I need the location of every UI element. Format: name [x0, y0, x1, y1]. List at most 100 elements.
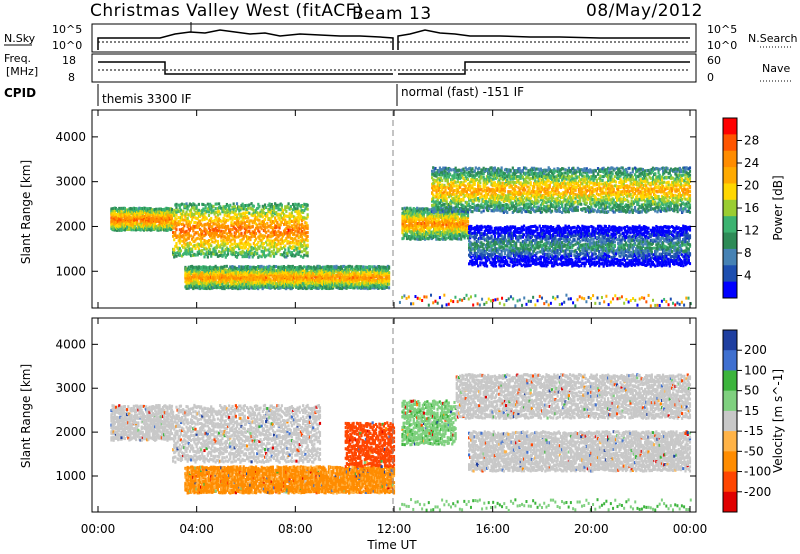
power-echo-cell: [275, 231, 277, 234]
radar-summary-plot: Christmas Valley West (fitACF) Beam 13 0…: [0, 0, 800, 554]
power-echo-cell: [285, 210, 287, 213]
power-echo-cell: [183, 224, 185, 227]
power-echo-cell: [205, 232, 207, 235]
power-echo-cell: [234, 242, 236, 245]
power-echo-cell: [173, 248, 175, 251]
power-echo-cell: [416, 207, 418, 210]
power-echo-cell: [213, 219, 215, 222]
power-echo-cell: [229, 204, 231, 207]
power-echo-cell: [453, 184, 455, 187]
freq-tick-high: 18: [62, 54, 76, 67]
power-echo-cell: [208, 239, 210, 242]
power-echo-cell: [301, 230, 303, 233]
power-echo-cell: [444, 231, 446, 234]
power-echo-cell: [434, 210, 436, 213]
power-echo-cell: [432, 197, 434, 200]
power-echo-cell: [300, 233, 302, 236]
power-echo-cell: [206, 248, 208, 251]
power-echo-cell: [193, 244, 195, 247]
power-echo-cell: [388, 265, 390, 268]
power-echo-cell: [247, 248, 249, 251]
power-echo-cell: [401, 207, 403, 210]
power-echo-cell: [446, 200, 448, 203]
power-echo-cell: [456, 184, 458, 187]
power-echo-cell: [245, 211, 247, 214]
power-echo-cell: [174, 231, 176, 234]
power-echo-cell: [220, 239, 222, 242]
nsearch-label: N.Search: [748, 32, 798, 45]
power-echo-cell: [208, 214, 210, 217]
power-echo-cell: [262, 215, 264, 218]
power-echo-cell: [171, 208, 173, 211]
power-echo-cell: [212, 209, 214, 212]
power-echo-cell: [203, 255, 205, 258]
power-echo-cell: [209, 229, 211, 232]
power-echo-cell: [283, 251, 285, 254]
power-echo-cell: [282, 209, 284, 212]
power-echo-cell: [238, 217, 240, 220]
power-echo-cell: [260, 265, 262, 268]
power-echo-cell: [220, 230, 222, 233]
power-echo-cell: [231, 243, 233, 246]
power-echo-cell: [453, 189, 455, 192]
power-echo-cell: [275, 265, 277, 268]
power-echo-cell: [256, 252, 258, 255]
power-echo-cell: [224, 251, 226, 254]
power-echo-cell: [194, 247, 196, 250]
power-echo-cell: [307, 251, 309, 254]
power-echo-cell: [312, 272, 314, 275]
power-echo-cell: [242, 222, 244, 225]
power-echo-cell: [267, 229, 269, 232]
power-echo-cell: [460, 198, 462, 201]
power-echo-cell: [432, 211, 434, 214]
power-echo-cell: [227, 282, 229, 285]
power-echo-cell: [245, 246, 247, 249]
power-echo-cell: [291, 211, 293, 214]
power-echo-cell: [464, 170, 466, 173]
power-echo-cell: [248, 212, 250, 215]
power-echo-cell: [201, 230, 203, 233]
power-echo-cell: [235, 232, 237, 235]
power-echo-cell: [173, 214, 175, 217]
power-echo-cell: [181, 203, 183, 206]
power-echo-cell: [279, 217, 281, 220]
power-echo-cell: [230, 239, 232, 242]
power-echo-cell: [199, 220, 201, 223]
power-echo-cell: [264, 218, 266, 221]
power-echo-cell: [217, 240, 219, 243]
power-echo-cell: [182, 227, 184, 230]
beam-label: Beam 13: [352, 4, 432, 24]
power-echo-cell: [307, 239, 309, 242]
power-echo-cell: [431, 170, 433, 173]
power-echo-cell: [447, 178, 449, 181]
power-echo-cell: [442, 167, 444, 170]
power-echo-cell: [303, 254, 305, 257]
power-echo-cell: [467, 235, 469, 238]
power-echo-cell: [276, 221, 278, 224]
power-echo-cell: [200, 239, 202, 242]
nsearch-tick-low: 10^0: [707, 39, 737, 52]
freq-label-line2: [MHz]: [6, 65, 38, 78]
power-echo-cell: [174, 220, 176, 223]
power-echo-cell: [194, 221, 196, 224]
power-echo-cell: [307, 254, 309, 257]
freq-tick-low: 8: [68, 71, 75, 84]
power-echo-cell: [284, 244, 286, 247]
power-echo-cell: [215, 207, 217, 210]
power-echo-cell: [462, 204, 464, 207]
power-echo-cell: [190, 243, 192, 246]
nsky-strip: N.Sky 10^5 10^0 10^5 10^0 N.Search: [4, 22, 798, 52]
power-echo-cell: [248, 203, 250, 206]
power-echo-cell: [434, 167, 436, 170]
power-echo-cell: [441, 183, 443, 186]
power-echo-cell: [457, 205, 459, 208]
power-echo-cell: [298, 210, 300, 213]
power-echo-cell: [237, 230, 239, 233]
power-echo-cell: [236, 256, 238, 259]
power-echo-cell: [413, 210, 415, 213]
power-echo-cell: [205, 204, 207, 207]
power-echo-cell: [238, 233, 240, 236]
power-echo-cell: [180, 209, 182, 212]
power-echo-cell: [209, 248, 211, 251]
power-echo-cell: [441, 179, 443, 182]
